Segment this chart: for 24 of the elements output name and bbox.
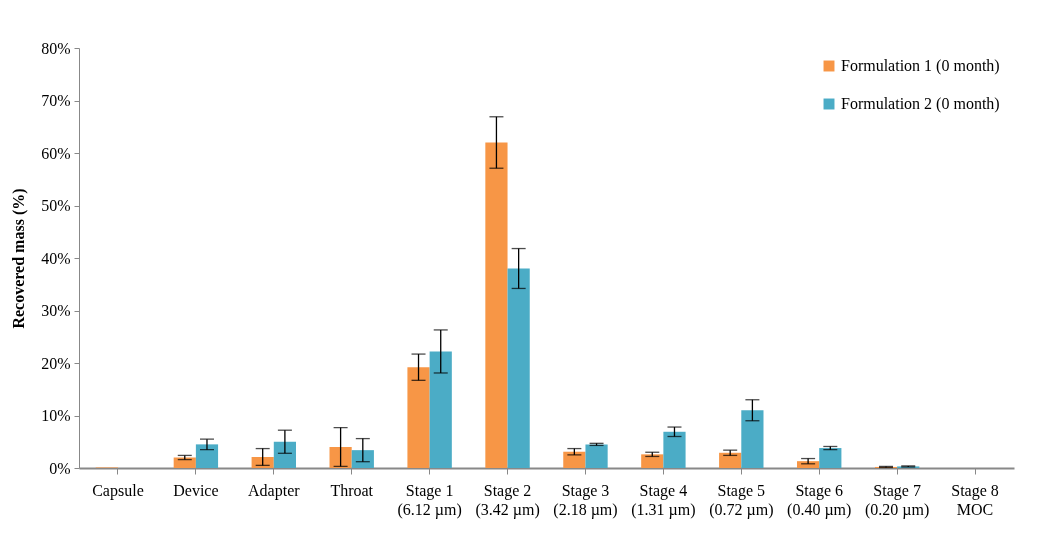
y-axis-title: Recovered mass (%) [10, 188, 29, 329]
x-tick-label: Device [173, 481, 219, 499]
x-tick-label: Capsule [92, 481, 144, 500]
x-tick-label: Stage 2 (3.42 µm) [475, 481, 540, 519]
x-tick-label: Stage 4 (1.31 µm) [631, 481, 696, 519]
x-tick-label: Stage 8 MOC [951, 481, 999, 518]
y-tick-label: 70% [41, 92, 71, 109]
y-tick-label: 30% [41, 302, 71, 319]
x-tick-label: Stage 7 (0.20 µm) [864, 481, 930, 519]
y-tick-label: 40% [41, 249, 71, 267]
y-tick-label: 0% [49, 459, 71, 477]
y-tick-label: 10% [41, 407, 71, 424]
y-tick-label: 20% [41, 354, 71, 372]
x-tick-label: Stage 5 (0.72 µm) [709, 481, 774, 519]
x-tick-label: Stage 3 (2.18 µm) [553, 481, 618, 519]
x-tick-label: Stage 1 (6.12 µm) [397, 481, 462, 519]
y-tick-label: 50% [41, 197, 71, 214]
legend-label: Formulation 1 (0 month) [841, 57, 1000, 75]
y-tick-label: 60% [41, 144, 71, 162]
y-tick-label: 80% [41, 39, 71, 57]
x-tick-label: Throat [330, 481, 374, 499]
x-tick-label: Stage 6 (0.40 µm) [787, 481, 852, 519]
x-tick-label: Adapter [248, 481, 301, 500]
legend-label: Formulation 2 (0 month) [841, 95, 1000, 113]
